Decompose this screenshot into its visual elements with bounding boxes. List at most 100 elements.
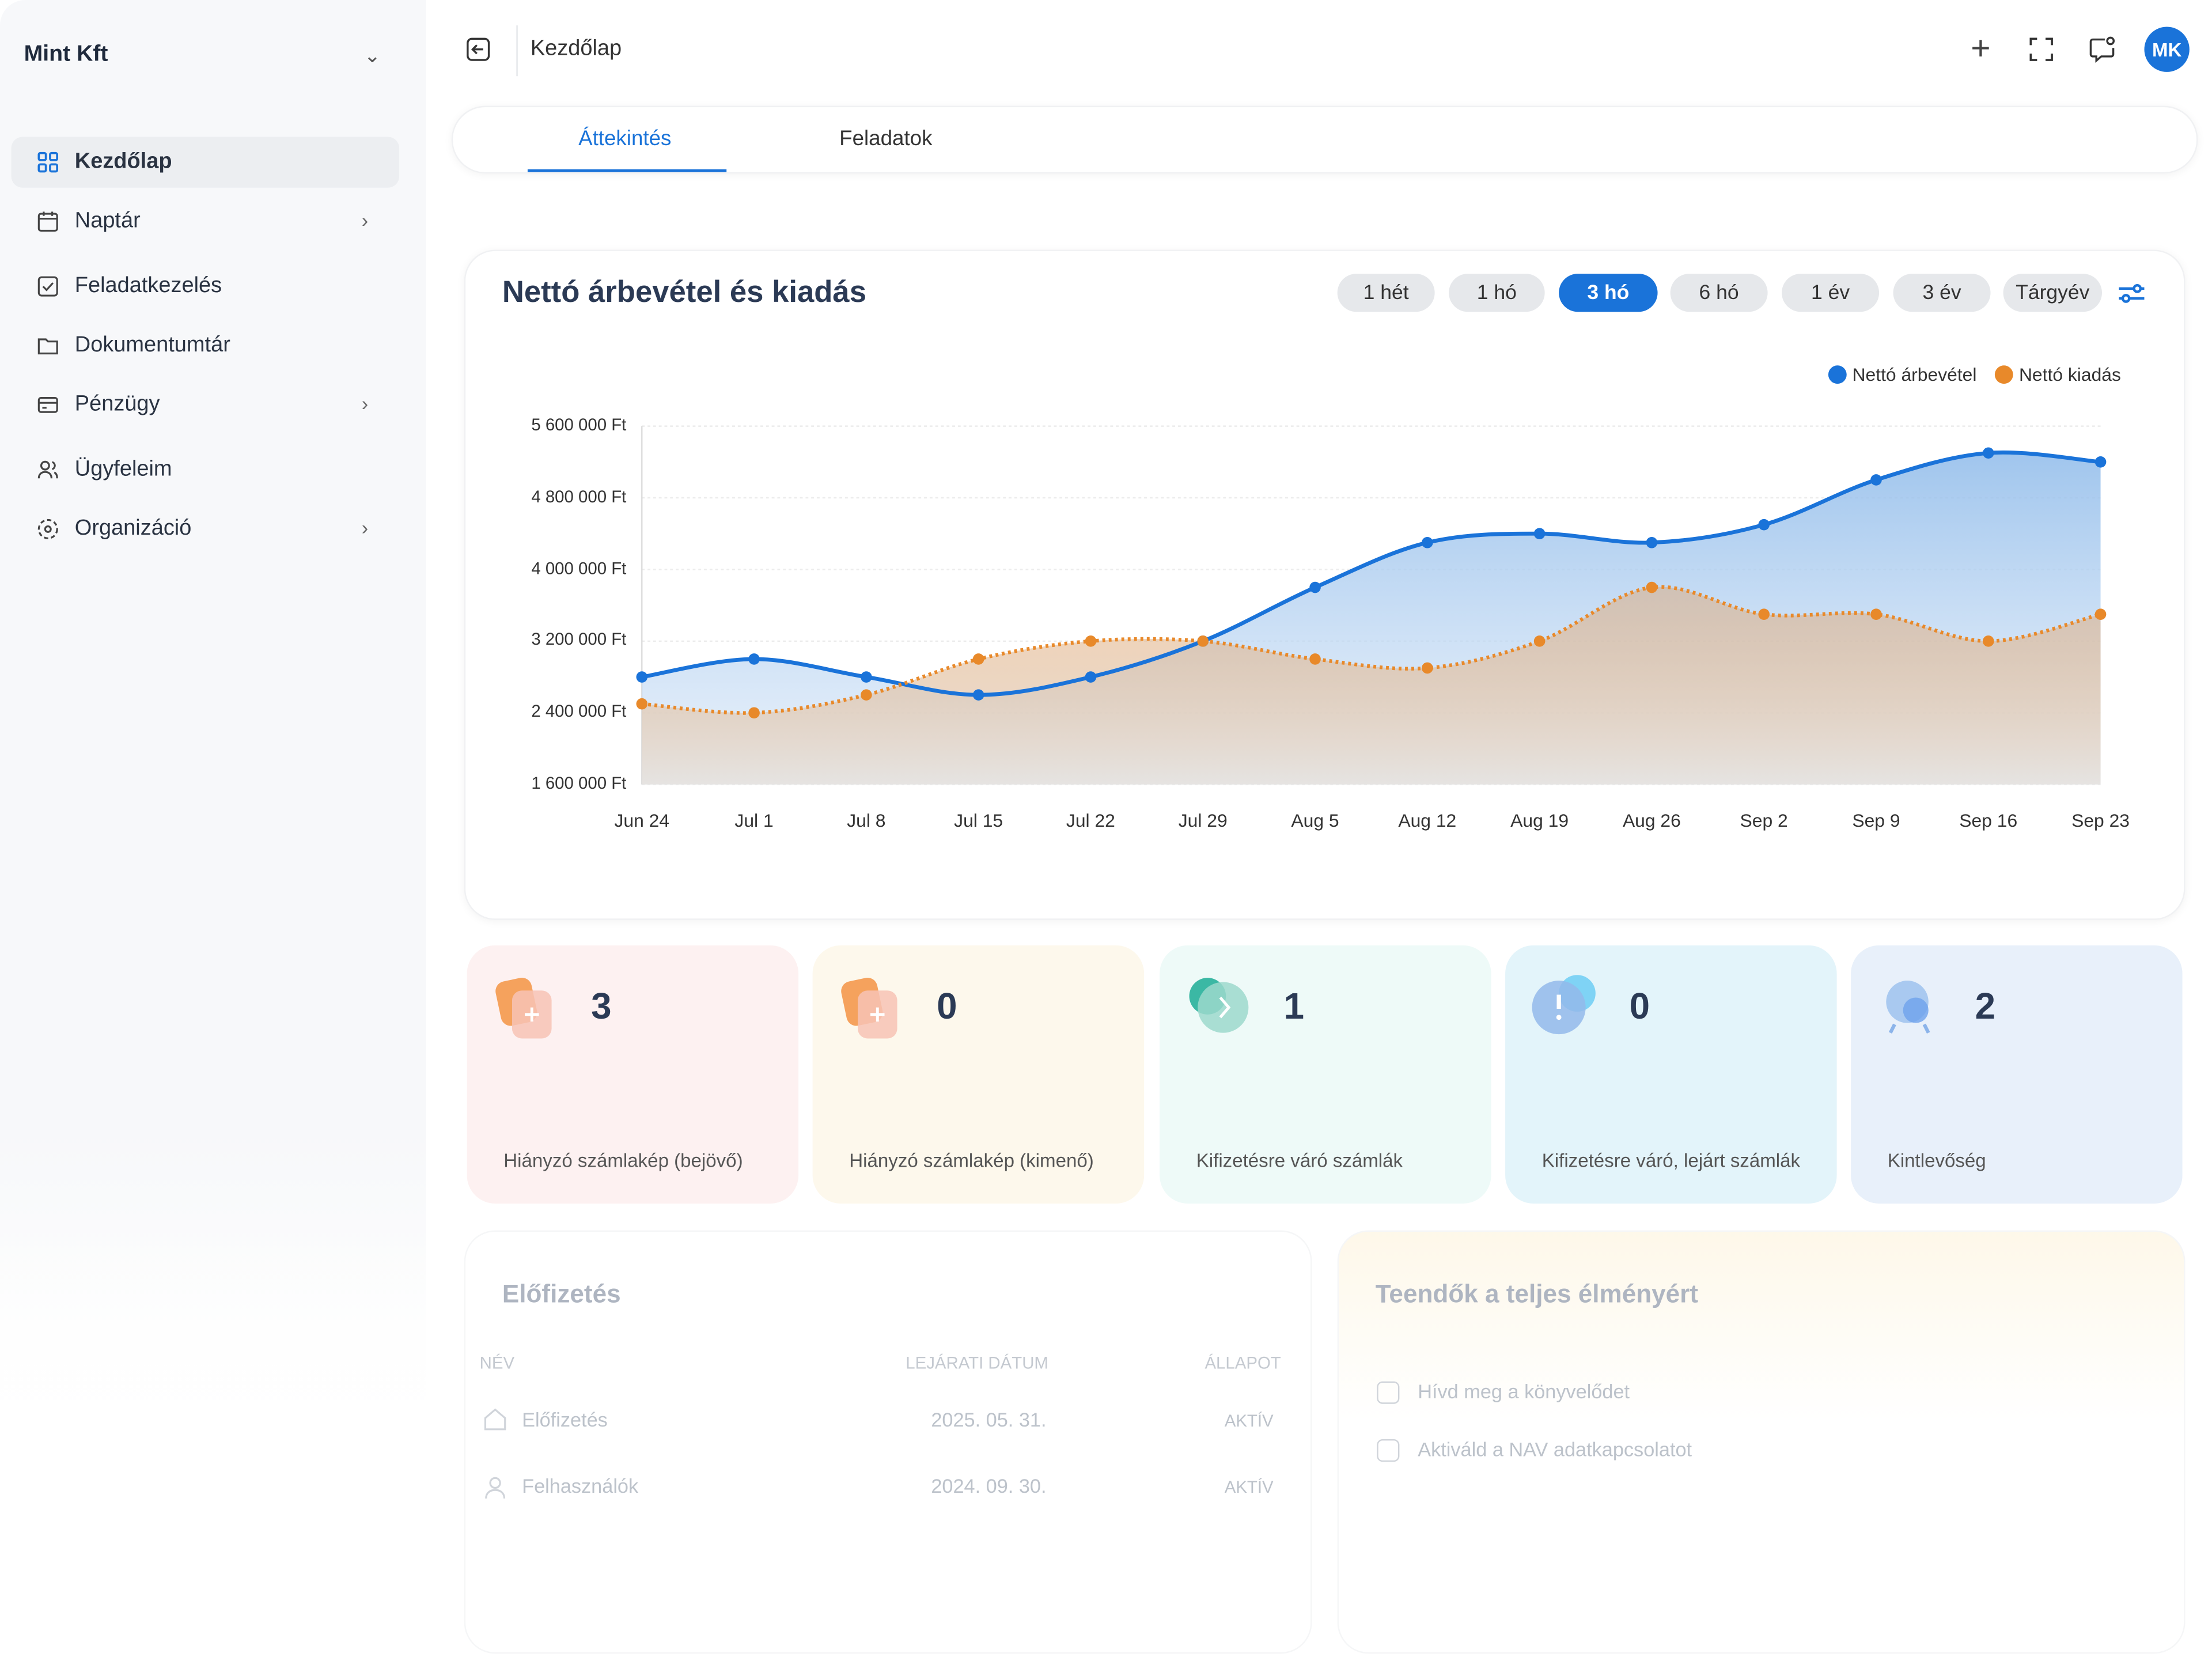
- collapse-sidebar-button[interactable]: [461, 32, 495, 66]
- messages-button[interactable]: [2085, 32, 2119, 66]
- data-point-expense[interactable]: [1085, 635, 1097, 647]
- range-3-years[interactable]: 3 év: [1893, 274, 1991, 312]
- data-point-revenue[interactable]: [1533, 528, 1546, 540]
- chevron-right-icon: ›: [361, 516, 369, 539]
- data-point-revenue[interactable]: [636, 671, 648, 683]
- sidebar-item-penzugy[interactable]: Pénzügy ›: [12, 380, 399, 430]
- stat-value: 3: [591, 985, 612, 1027]
- sidebar-item-naptar[interactable]: Naptár ›: [12, 196, 399, 247]
- subscription-title: Előfizetés: [502, 1280, 621, 1308]
- data-point-expense[interactable]: [861, 689, 872, 701]
- user-search-icon: [1886, 981, 1930, 1034]
- range-1-week[interactable]: 1 hét: [1337, 274, 1435, 312]
- stat-value: 1: [1283, 985, 1305, 1027]
- data-point-expense[interactable]: [1197, 635, 1209, 647]
- data-point-revenue[interactable]: [1085, 671, 1097, 683]
- legend-label-revenue[interactable]: Nettó árbevétel: [1852, 364, 1977, 385]
- sidebar-item-label: Kezdőlap: [74, 149, 172, 174]
- x-tick-label: Jul 29: [1178, 809, 1228, 831]
- stat-card-awaiting-payment[interactable]: 1 Kifizetésre váró számlák: [1160, 945, 1491, 1204]
- data-point-expense[interactable]: [748, 707, 760, 719]
- row-date: 2025. 05. 31.: [931, 1408, 1047, 1431]
- data-point-expense[interactable]: [972, 653, 984, 665]
- stat-value: 0: [937, 985, 957, 1027]
- data-point-revenue[interactable]: [1870, 474, 1882, 486]
- range-6-months[interactable]: 6 hó: [1670, 274, 1768, 312]
- stat-card-overdue[interactable]: 0 Kifizetésre váró, lejárt számlák: [1505, 945, 1837, 1204]
- data-point-revenue[interactable]: [1309, 581, 1321, 593]
- data-point-expense[interactable]: [1533, 635, 1546, 647]
- data-point-revenue[interactable]: [1422, 536, 1433, 548]
- chevron-right-icon: ›: [361, 209, 369, 232]
- sidebar-item-feladatkezeles[interactable]: Feladatkezelés: [12, 261, 399, 312]
- data-point-revenue[interactable]: [972, 689, 984, 701]
- data-point-revenue[interactable]: [2094, 456, 2107, 468]
- todo-item[interactable]: Hívd meg a könyvelődet: [1418, 1380, 1630, 1403]
- range-1-month[interactable]: 1 hó: [1449, 274, 1545, 312]
- data-point-revenue[interactable]: [1982, 447, 1994, 459]
- x-tick-label: Sep 9: [1852, 809, 1900, 831]
- divider: [516, 25, 518, 77]
- data-point-expense[interactable]: [636, 698, 648, 710]
- chevron-down-icon[interactable]: ⌄: [363, 43, 381, 67]
- range-3-months[interactable]: 3 hó: [1559, 274, 1658, 312]
- users-icon: [37, 460, 58, 479]
- data-point-revenue[interactable]: [1758, 519, 1770, 531]
- todo-title: Teendők a teljes élményért: [1375, 1280, 1699, 1308]
- legend-label-expense[interactable]: Nettó kiadás: [2018, 364, 2121, 385]
- data-point-expense[interactable]: [1646, 581, 1658, 593]
- line-expense: [642, 585, 2101, 715]
- range-current-year[interactable]: Tárgyév: [2003, 274, 2103, 312]
- tab-feladatok[interactable]: Feladatok: [839, 127, 933, 152]
- avatar[interactable]: MK: [2144, 27, 2190, 72]
- data-point-revenue[interactable]: [861, 671, 872, 683]
- fullscreen-icon: [2029, 37, 2053, 61]
- stat-label: Kifizetésre váró számlák: [1196, 1149, 1403, 1171]
- row-date: 2024. 09. 30.: [931, 1474, 1047, 1497]
- todo-checkbox[interactable]: [1377, 1439, 1400, 1462]
- sidebar-item-label: Ügyfeleim: [74, 457, 172, 482]
- sidebar-item-label: Organizáció: [74, 516, 192, 540]
- data-point-expense[interactable]: [1422, 662, 1433, 674]
- x-tick-label: Jun 24: [614, 809, 670, 831]
- row-name[interactable]: Előfizetés: [522, 1408, 608, 1431]
- stat-card-missing-invoice-incoming[interactable]: 3 Hiányzó számlakép (bejövő): [467, 945, 799, 1204]
- credit-card-icon: [37, 397, 58, 413]
- grid-icon: [37, 152, 59, 173]
- document-plus-icon: [495, 978, 552, 1039]
- range-1-year[interactable]: 1 év: [1782, 274, 1880, 312]
- y-tick-label: 3 200 000 Ft: [531, 630, 627, 650]
- sidebar-item-organizacio[interactable]: Organizáció ›: [12, 504, 399, 554]
- add-button[interactable]: +: [1964, 29, 1998, 67]
- sidebar-item-label: Feladatkezelés: [74, 274, 222, 298]
- stat-value: 0: [1629, 985, 1650, 1027]
- data-point-expense[interactable]: [1309, 653, 1321, 665]
- stat-card-receivables[interactable]: 2 Kintlevőség: [1851, 945, 2183, 1204]
- data-point-expense[interactable]: [2094, 608, 2107, 620]
- x-tick-label: Jul 8: [847, 809, 886, 831]
- area-expense: [642, 587, 2101, 785]
- stat-card-missing-invoice-outgoing[interactable]: 0 Hiányzó számlakép (kimenő): [812, 945, 1145, 1204]
- sidebar-item-label: Dokumentumtár: [74, 332, 230, 357]
- col-expiry: LEJÁRATI DÁTUM: [906, 1353, 1048, 1373]
- todo-item[interactable]: Aktiváld a NAV adatkapcsolatot: [1418, 1437, 1692, 1461]
- data-point-expense[interactable]: [1982, 635, 1994, 647]
- org-name[interactable]: Mint Kft: [24, 42, 108, 67]
- y-tick-label: 1 600 000 Ft: [531, 773, 627, 793]
- fullscreen-button[interactable]: [2024, 32, 2058, 66]
- checkbox-icon: [37, 276, 58, 297]
- sidebar-item-kezdolap[interactable]: Kezdőlap: [11, 137, 400, 188]
- data-point-revenue[interactable]: [1646, 536, 1658, 548]
- data-point-revenue[interactable]: [748, 653, 760, 665]
- sidebar-item-ugyfeleim[interactable]: Ügyfeleim: [12, 444, 399, 495]
- sidebar-item-dokumentumtar[interactable]: Dokumentumtár: [12, 320, 399, 371]
- data-point-expense[interactable]: [1870, 608, 1882, 620]
- chart-filter-button[interactable]: [2115, 277, 2149, 311]
- arrow-circle-icon: [1189, 978, 1249, 1033]
- data-point-expense[interactable]: [1758, 608, 1770, 620]
- row-name[interactable]: Felhasználók: [522, 1474, 639, 1497]
- line-chart: [636, 425, 2107, 785]
- todo-checkbox[interactable]: [1377, 1381, 1400, 1404]
- tab-attekintes[interactable]: Áttekintés: [578, 127, 672, 152]
- x-tick-label: Aug 26: [1622, 809, 1681, 831]
